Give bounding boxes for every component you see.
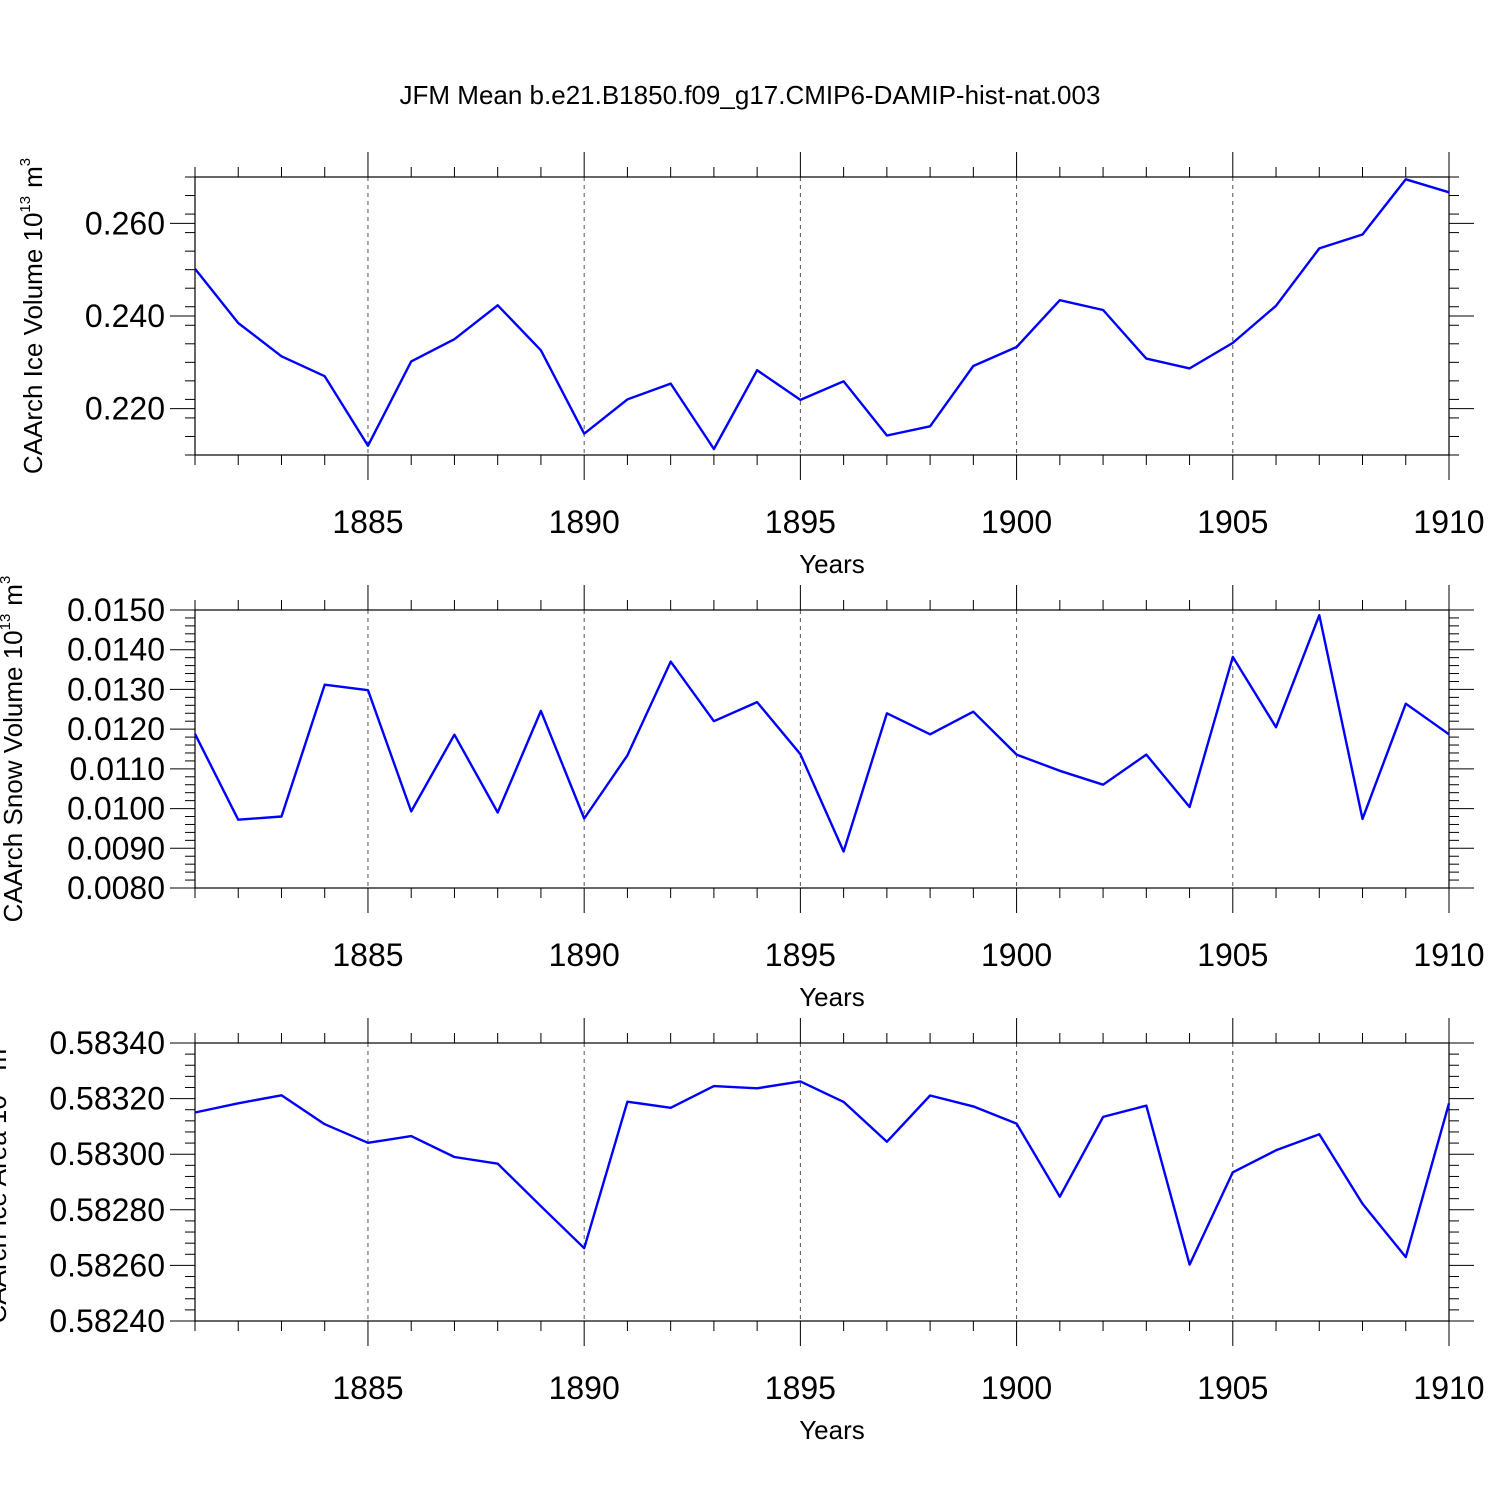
y-axis-label: CAArch Ice Volume 1013 m3 bbox=[17, 158, 48, 474]
x-axis-label: Years bbox=[799, 982, 865, 1012]
y-axis-label-exponent: 13 bbox=[17, 196, 34, 213]
y-axis-label-unit: m bbox=[0, 584, 28, 606]
y-tick-label: 0.0150 bbox=[67, 592, 165, 628]
y-tick-label: 0.58240 bbox=[49, 1303, 165, 1339]
x-tick-label: 1900 bbox=[981, 1370, 1052, 1406]
y-tick-label: 0.58320 bbox=[49, 1081, 165, 1117]
plot-frame bbox=[194, 176, 1450, 456]
x-tick-label: 1890 bbox=[549, 937, 620, 973]
y-axis-label-unit: m bbox=[18, 166, 48, 188]
y-axis-label-text: CAArch Ice Volume 10 bbox=[18, 213, 48, 475]
x-tick-label: 1885 bbox=[332, 937, 403, 973]
series-line bbox=[194, 1080, 1451, 1266]
x-tick-label: 1905 bbox=[1197, 504, 1268, 540]
y-tick-label: 0.58300 bbox=[49, 1136, 165, 1172]
y-tick-label: 0.58280 bbox=[49, 1192, 165, 1228]
y-axis-label-text: CAArch Snow Volume 10 bbox=[0, 630, 28, 922]
y-axis-label-text: CAArch Ice Area 10 bbox=[0, 1095, 12, 1323]
x-tick-label: 1905 bbox=[1197, 1370, 1268, 1406]
plot-frame bbox=[194, 1042, 1450, 1322]
panel-snow-volume: 0.00800.00900.01000.01100.01200.01300.01… bbox=[0, 576, 1485, 1012]
panel-ice-volume: 0.220 0.240 0.260 1885 1890 1895 1900 1905 1910 Y… bbox=[17, 152, 1485, 579]
x-axis-label: Years bbox=[799, 1415, 865, 1445]
x-tick-label: 1910 bbox=[1413, 504, 1484, 540]
x-tick-label: 1905 bbox=[1197, 937, 1268, 973]
y-tick-label: 0.0100 bbox=[67, 791, 165, 827]
y-axis-label-unit-exponent: 3 bbox=[17, 158, 34, 166]
x-tick-label: 1910 bbox=[1413, 1370, 1484, 1406]
y-tick-label: 0.0090 bbox=[67, 830, 165, 866]
y-axis-label-unit: m bbox=[0, 1049, 12, 1071]
y-tick-label: 0.58260 bbox=[49, 1247, 165, 1283]
y-tick-label: 0.0080 bbox=[67, 870, 165, 906]
y-axis-label-unit-exponent: 3 bbox=[0, 576, 14, 584]
x-tick-label: 1895 bbox=[765, 504, 836, 540]
y-tick-label: 0.260 bbox=[85, 205, 165, 241]
y-axis-label-exponent: 13 bbox=[0, 614, 14, 631]
x-tick-label: 1895 bbox=[765, 937, 836, 973]
y-tick-label: 0.240 bbox=[85, 298, 165, 334]
y-tick-label: 0.0120 bbox=[67, 711, 165, 747]
y-axis-label: CAArch Snow Volume 1013 m3 bbox=[0, 576, 28, 923]
x-tick-label: 1900 bbox=[981, 937, 1052, 973]
y-tick-label: 0.0110 bbox=[70, 751, 166, 787]
x-axis-label: Years bbox=[799, 549, 865, 579]
y-axis-label: CAArch Ice Area 1013m2 bbox=[0, 1040, 12, 1323]
y-tick-label: 0.0130 bbox=[67, 671, 165, 707]
y-tick-label: 0.220 bbox=[85, 391, 165, 427]
chart-title: JFM Mean b.e21.B1850.f09_g17.CMIP6-DAMIP… bbox=[400, 80, 1101, 110]
y-tick-label: 0.58340 bbox=[49, 1025, 165, 1061]
panel-ice-area: 0.58240 0.58260 0.58280 0.58300 0.58320 0.583… bbox=[0, 1018, 1485, 1445]
x-tick-label: 1890 bbox=[549, 1370, 620, 1406]
x-tick-label: 1890 bbox=[549, 504, 620, 540]
x-tick-label: 1885 bbox=[332, 1370, 403, 1406]
series-line bbox=[193, 614, 1450, 853]
x-tick-label: 1895 bbox=[765, 1370, 836, 1406]
x-tick-label: 1885 bbox=[332, 504, 403, 540]
series-line bbox=[194, 178, 1450, 451]
plot-frame bbox=[194, 609, 1450, 889]
y-tick-label: 0.0140 bbox=[67, 632, 165, 668]
x-tick-label: 1900 bbox=[981, 504, 1052, 540]
x-tick-label: 1910 bbox=[1413, 937, 1484, 973]
